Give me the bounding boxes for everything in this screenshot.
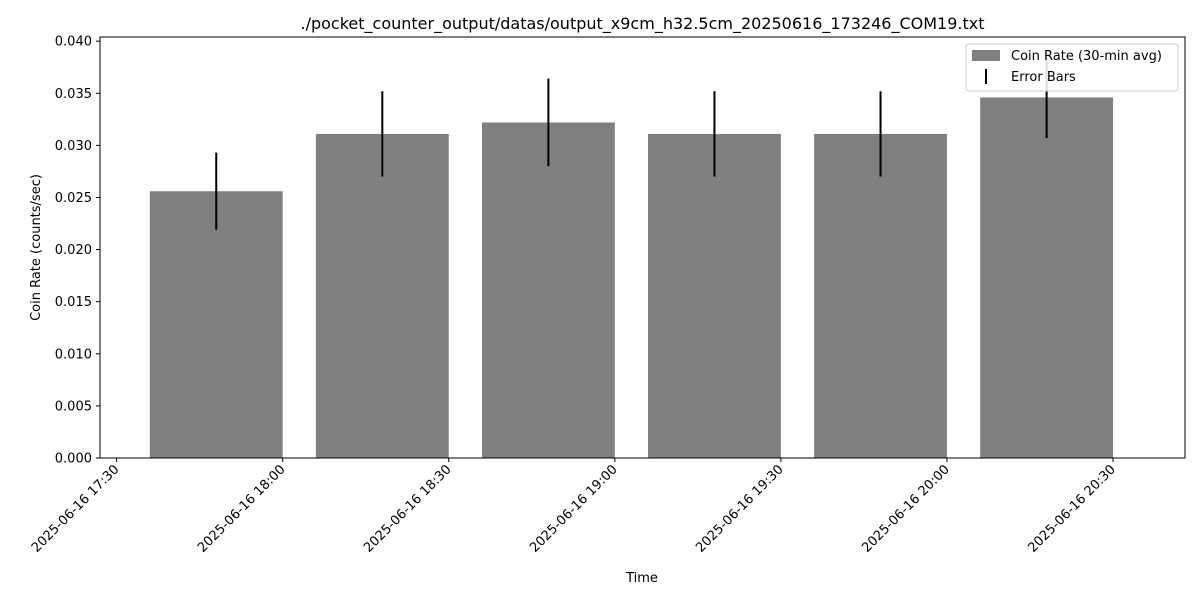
bar-0 <box>149 191 283 458</box>
y-tick-label-3: 0.015 <box>55 295 92 310</box>
bar-1 <box>315 133 449 458</box>
bar-2 <box>481 122 615 458</box>
chart-title: ./pocket_counter_output/datas/output_x9c… <box>300 14 984 34</box>
y-axis: 0.000 0.005 0.010 0.015 0.020 0.025 0.030 0.035… <box>55 35 100 467</box>
x-tick-label-1: 2025-06-16 18:00 <box>195 462 288 555</box>
x-tick-label-2: 2025-06-16 18:30 <box>361 462 454 555</box>
legend-entry-error-bars: Error Bars <box>1011 70 1076 85</box>
x-tick-label-6: 2025-06-16 20:30 <box>1025 462 1118 555</box>
legend-swatch-coin-rate <box>972 50 1000 61</box>
y-tick-label-5: 0.025 <box>55 191 92 206</box>
legend-entry-coin-rate: Coin Rate (30-min avg) <box>1011 49 1162 64</box>
y-tick-label-0: 0.000 <box>55 452 92 467</box>
x-tick-label-0: 2025-06-16 17:30 <box>29 462 122 555</box>
bar-5 <box>980 97 1114 458</box>
bars-layer <box>149 97 1114 458</box>
x-tick-label-5: 2025-06-16 20:00 <box>859 462 952 555</box>
y-tick-label-6: 0.030 <box>55 139 92 154</box>
error-bars-layer <box>215 56 1048 230</box>
legend-box <box>965 43 1179 92</box>
y-tick-label-1: 0.005 <box>55 399 92 414</box>
bar-4 <box>814 133 947 458</box>
y-tick-label-8: 0.040 <box>55 35 92 50</box>
x-tick-label-3: 2025-06-16 19:00 <box>527 462 620 555</box>
bar-3 <box>648 133 781 458</box>
y-tick-label-4: 0.020 <box>55 243 92 258</box>
x-axis: 2025-06-16 17:30 2025-06-16 18:00 2025-06-… <box>29 458 1119 556</box>
x-tick-label-4: 2025-06-16 19:30 <box>693 462 786 555</box>
y-tick-label-2: 0.010 <box>55 347 92 362</box>
x-axis-label: Time <box>625 571 658 586</box>
legend: Coin Rate (30-min avg) Error Bars <box>965 43 1179 92</box>
plot-frame <box>99 36 1186 459</box>
y-tick-label-7: 0.035 <box>55 87 92 102</box>
y-axis-label: Coin Rate (counts/sec) <box>29 174 44 321</box>
